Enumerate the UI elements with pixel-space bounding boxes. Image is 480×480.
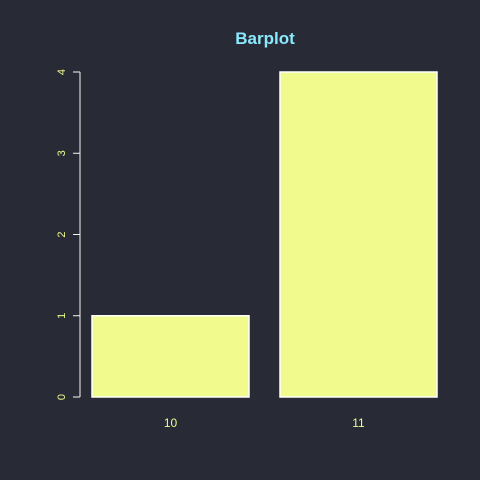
- bars-layer: [92, 72, 437, 397]
- x-tick-label-11: 11: [352, 416, 365, 430]
- x-tick-label-10: 10: [164, 416, 178, 430]
- x-axis-labels: 10 11: [164, 416, 365, 430]
- y-tick-label-2: 2: [56, 231, 68, 237]
- y-tick-label-3: 3: [56, 150, 68, 156]
- chart-title: Barplot: [235, 29, 295, 48]
- y-tick-label-0: 0: [56, 394, 68, 400]
- bar-10: [92, 316, 249, 397]
- y-tick-label-1: 1: [56, 313, 68, 319]
- y-tick-label-4: 4: [56, 69, 68, 75]
- bar-11: [280, 72, 437, 397]
- y-axis: 0 1 2 3 4: [56, 69, 80, 400]
